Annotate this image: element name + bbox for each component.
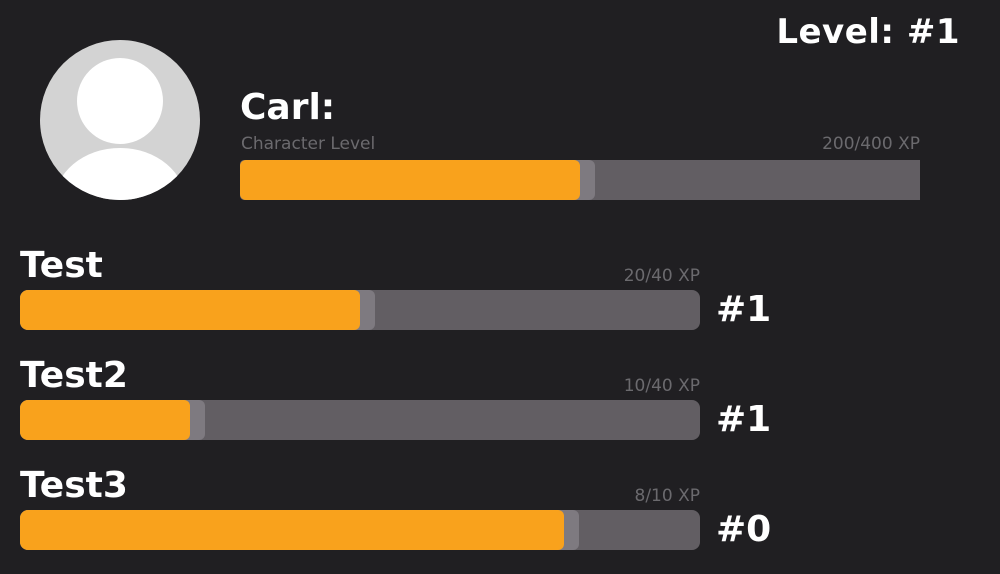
skill-row-test: Test 20/40 XP #1 — [20, 244, 780, 354]
skill-xp-bar-fill — [20, 290, 360, 330]
skill-level: #1 — [716, 289, 772, 330]
skill-row-test2: Test2 10/40 XP #1 — [20, 354, 780, 464]
skill-level: #1 — [716, 399, 772, 440]
avatar-head — [77, 58, 163, 144]
skill-row-test3: Test3 8/10 XP #0 — [20, 464, 780, 574]
skill-name: Test — [20, 245, 103, 286]
character-xp-bar-fill — [240, 160, 580, 200]
avatar-shoulders — [54, 148, 186, 200]
skill-xp-bar — [20, 400, 700, 440]
skill-name: Test2 — [20, 355, 128, 396]
character-name: Carl: — [240, 87, 336, 128]
skill-level: #0 — [716, 509, 772, 550]
skill-xp-text: 20/40 XP — [623, 266, 700, 286]
avatar-icon — [40, 40, 200, 200]
skill-xp-text: 10/40 XP — [623, 376, 700, 396]
character-level-caption: Character Level — [241, 134, 376, 154]
overall-level-label: Level: #1 — [776, 12, 960, 52]
skill-xp-bar-fill — [20, 400, 190, 440]
skill-xp-bar — [20, 510, 700, 550]
skill-xp-bar — [20, 290, 700, 330]
character-xp-bar — [240, 160, 920, 200]
character-xp-text: 200/400 XP — [822, 134, 920, 154]
skill-xp-text: 8/10 XP — [634, 486, 700, 506]
skill-xp-bar-fill — [20, 510, 564, 550]
skill-name: Test3 — [20, 465, 128, 506]
